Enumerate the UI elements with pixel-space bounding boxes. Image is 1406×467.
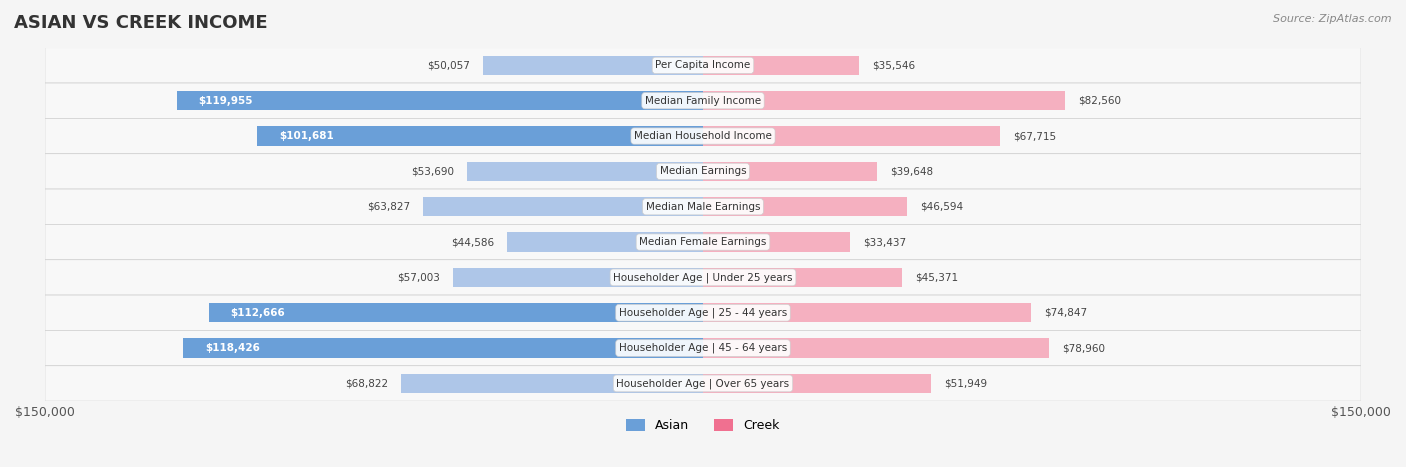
Bar xyxy=(401,374,703,393)
Text: $78,960: $78,960 xyxy=(1063,343,1105,353)
Bar xyxy=(703,56,859,75)
FancyBboxPatch shape xyxy=(45,260,1361,295)
Text: $63,827: $63,827 xyxy=(367,202,409,212)
Text: Median Family Income: Median Family Income xyxy=(645,96,761,106)
Bar xyxy=(208,303,703,322)
Text: Per Capita Income: Per Capita Income xyxy=(655,60,751,71)
FancyBboxPatch shape xyxy=(45,331,1361,366)
FancyBboxPatch shape xyxy=(45,118,1361,154)
Text: $44,586: $44,586 xyxy=(451,237,495,247)
FancyBboxPatch shape xyxy=(45,83,1361,118)
Text: $50,057: $50,057 xyxy=(427,60,470,71)
Bar xyxy=(508,233,703,252)
Bar xyxy=(703,233,849,252)
FancyBboxPatch shape xyxy=(45,366,1361,401)
Text: Householder Age | Under 25 years: Householder Age | Under 25 years xyxy=(613,272,793,283)
Text: ASIAN VS CREEK INCOME: ASIAN VS CREEK INCOME xyxy=(14,14,267,32)
Text: $118,426: $118,426 xyxy=(205,343,260,353)
Bar xyxy=(703,303,1032,322)
Bar xyxy=(453,268,703,287)
Text: $33,437: $33,437 xyxy=(863,237,905,247)
FancyBboxPatch shape xyxy=(45,48,1361,83)
Text: $101,681: $101,681 xyxy=(278,131,333,141)
FancyBboxPatch shape xyxy=(45,189,1361,224)
Text: $67,715: $67,715 xyxy=(1014,131,1056,141)
Bar xyxy=(423,197,703,216)
Text: Median Male Earnings: Median Male Earnings xyxy=(645,202,761,212)
Bar xyxy=(703,374,931,393)
Bar xyxy=(484,56,703,75)
Legend: Asian, Creek: Asian, Creek xyxy=(621,414,785,437)
Text: Source: ZipAtlas.com: Source: ZipAtlas.com xyxy=(1274,14,1392,24)
Text: $46,594: $46,594 xyxy=(921,202,963,212)
FancyBboxPatch shape xyxy=(45,224,1361,260)
Bar xyxy=(257,126,703,146)
Bar xyxy=(703,197,907,216)
Text: $45,371: $45,371 xyxy=(915,272,959,283)
Bar xyxy=(177,91,703,110)
Bar xyxy=(703,91,1066,110)
Text: $112,666: $112,666 xyxy=(231,308,285,318)
Text: Householder Age | 25 - 44 years: Householder Age | 25 - 44 years xyxy=(619,307,787,318)
Bar xyxy=(703,126,1000,146)
Text: $68,822: $68,822 xyxy=(344,378,388,389)
Text: $39,648: $39,648 xyxy=(890,166,934,177)
Text: $74,847: $74,847 xyxy=(1045,308,1088,318)
Text: $57,003: $57,003 xyxy=(396,272,440,283)
Text: Median Female Earnings: Median Female Earnings xyxy=(640,237,766,247)
Bar xyxy=(703,339,1049,358)
Text: Median Household Income: Median Household Income xyxy=(634,131,772,141)
FancyBboxPatch shape xyxy=(45,295,1361,331)
Text: Householder Age | 45 - 64 years: Householder Age | 45 - 64 years xyxy=(619,343,787,354)
Text: $53,690: $53,690 xyxy=(412,166,454,177)
Bar xyxy=(703,268,903,287)
Bar xyxy=(703,162,877,181)
Bar xyxy=(467,162,703,181)
Bar xyxy=(183,339,703,358)
FancyBboxPatch shape xyxy=(45,154,1361,189)
Text: $82,560: $82,560 xyxy=(1078,96,1122,106)
Text: $35,546: $35,546 xyxy=(872,60,915,71)
Text: Median Earnings: Median Earnings xyxy=(659,166,747,177)
Text: $51,949: $51,949 xyxy=(943,378,987,389)
Text: Householder Age | Over 65 years: Householder Age | Over 65 years xyxy=(616,378,790,389)
Text: $119,955: $119,955 xyxy=(198,96,253,106)
